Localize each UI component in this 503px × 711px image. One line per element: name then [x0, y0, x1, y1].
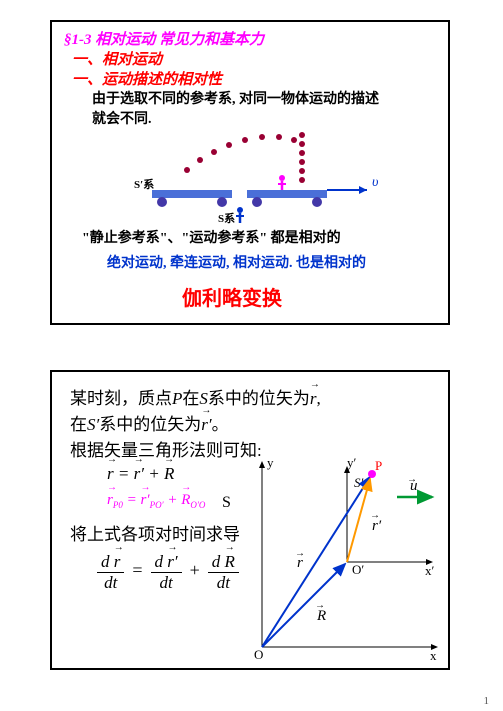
O-label: O [254, 647, 263, 662]
svg-text:→: → [315, 600, 325, 611]
cart-diagram-svg: S′系 υ S系 [132, 130, 392, 225]
s2-t2a: 在 [70, 415, 87, 434]
slide2-eq1: r = r′ + R [107, 464, 174, 484]
s2-t1a: 某时刻，质点 [70, 389, 172, 408]
sprime-label: S′系 [134, 177, 154, 191]
velocity-symbol: υ [372, 175, 378, 190]
s2-t2b: 系中的位矢为 [99, 415, 201, 434]
svg-text:→: → [407, 474, 417, 485]
slide1-footer: 伽利略变换 [182, 282, 282, 311]
xp-label: x′ [425, 563, 435, 578]
slide2-eq3: d r dt = d r′ dt + d R dt [97, 552, 239, 593]
s2-t1b: 在 [182, 389, 199, 408]
slide1-sub1: 一、相对运动 [72, 48, 162, 69]
slide1-body1: 由于选取不同的参考系, 对同一物体运动的描述 [92, 88, 379, 108]
P-label: P [375, 458, 382, 473]
s2-t2r: r′ [201, 415, 211, 435]
slide2-eq2: rP0 = r′PO′ + RO′O [107, 492, 205, 510]
s2-t2c: 。 [212, 415, 229, 434]
s2-t2s: S′ [87, 415, 99, 434]
s2-t1p: P [172, 389, 182, 408]
svg-text:→: → [295, 548, 305, 559]
s2-t1r: r [310, 389, 317, 409]
svg-text:→: → [370, 510, 380, 521]
slide2-line4: 将上式各项对时间求导 [70, 520, 240, 545]
slide1-body2: 就会不同. [92, 108, 152, 128]
s2-S-label: S [222, 494, 231, 512]
yp-label: y′ [347, 455, 357, 470]
s2-t1c: 系中的位矢为 [208, 389, 310, 408]
slide1-quote: "静止参考系"、"运动参考系" 都是相对的 [82, 227, 341, 247]
slide1-title: §1-3 相对运动 常见力和基本力 [64, 28, 264, 49]
slide-2: 某时刻，质点P在S系中的位矢为r, 在S′系中的位矢为r′。 根据矢量三角形法则… [50, 370, 450, 670]
slide2-vector-diagram: x y O x′ y′ O′ S′ P u → r → r′ [242, 452, 442, 662]
slide-1: §1-3 相对运动 常见力和基本力 一、相对运动 一、运动描述的相对性 由于选取… [50, 20, 450, 325]
x-label: x [430, 648, 437, 662]
s-label: S系 [218, 211, 235, 225]
page-number: 1 [484, 695, 490, 707]
slide1-quote2: 绝对运动, 牵连运动, 相对运动. 也是相对的 [107, 252, 366, 272]
y-label: y [267, 455, 274, 470]
slide2-line2: 在S′系中的位矢为r′。 [70, 410, 229, 435]
slide2-line1: 某时刻，质点P在S系中的位矢为r, [70, 384, 321, 409]
s2-t1d: , [317, 389, 321, 408]
slide1-sub2: 一、运动描述的相对性 [72, 68, 222, 89]
vector-diagram-svg: x y O x′ y′ O′ S′ P u → r → r′ [242, 452, 442, 662]
Op-label: O′ [352, 562, 364, 577]
slide1-diagram: S′系 υ S系 [132, 130, 392, 220]
